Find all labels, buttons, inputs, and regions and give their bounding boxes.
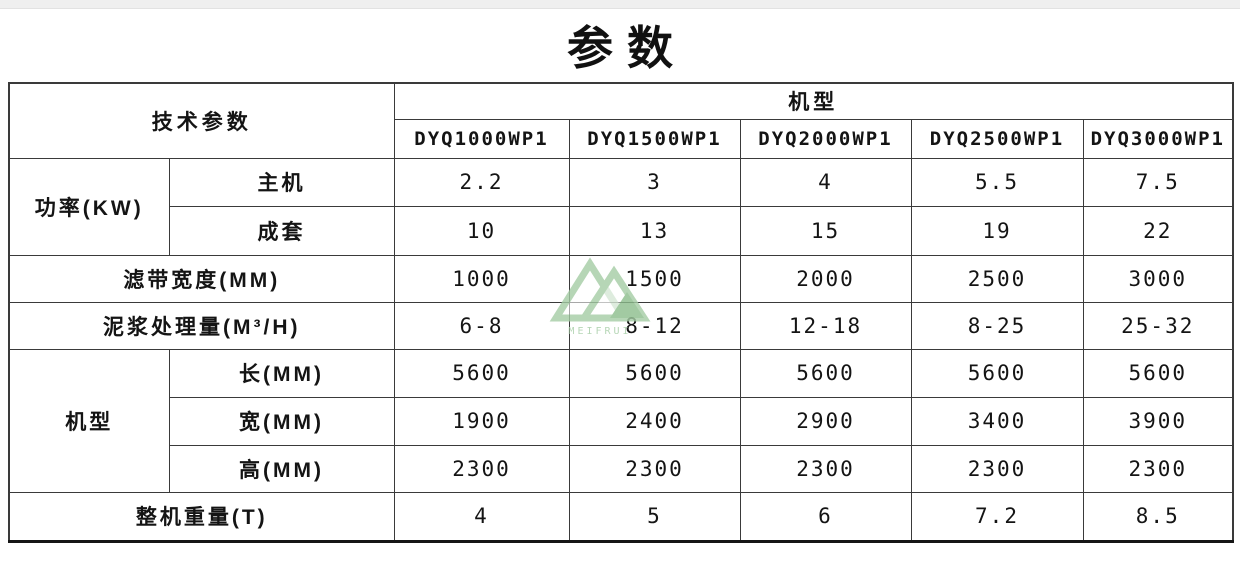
- value-cell: 3000: [1082, 254, 1234, 303]
- value-cell: 2500: [910, 254, 1084, 303]
- value-cell: 15: [739, 205, 912, 256]
- value-cell: 3400: [910, 396, 1084, 446]
- value-cell: 4: [739, 157, 912, 207]
- value-cell: 8.5: [1082, 491, 1234, 542]
- model-header-dyq2000: DYQ2000WP1: [739, 118, 912, 159]
- value-cell: 2000: [739, 254, 912, 303]
- value-cell: 1500: [568, 254, 741, 303]
- row-label-belt-width: 滤带宽度(MM): [8, 254, 395, 303]
- top-gray-strip: [0, 0, 1240, 9]
- row-label-length: 长(MM): [168, 348, 395, 398]
- value-cell: 2.2: [393, 157, 570, 207]
- value-cell: 5600: [739, 348, 912, 398]
- value-cell: 2300: [739, 444, 912, 493]
- value-cell: 12-18: [739, 301, 912, 350]
- row-label-complete-set: 成套: [168, 205, 395, 256]
- value-cell: 8-12: [568, 301, 741, 350]
- dimensions-group-label: 机型: [8, 348, 170, 493]
- table-row: 成套 10 13 15 19 22: [9, 205, 1234, 256]
- value-cell: 5600: [568, 348, 741, 398]
- row-label-main-machine: 主机: [168, 157, 395, 207]
- table-row: 滤带宽度(MM) 1000 1500 2000 2500 3000: [8, 254, 1234, 303]
- model-header-dyq1500: DYQ1500WP1: [568, 118, 741, 159]
- row-label-height: 高(MM): [168, 444, 395, 493]
- model-header-dyq3000: DYQ3000WP1: [1082, 118, 1234, 159]
- value-cell: 5: [568, 491, 741, 542]
- parameters-table: 技术参数 机型 DYQ1000WP1 DYQ1500WP1 DYQ2000WP1…: [8, 82, 1235, 543]
- value-cell: 2900: [739, 396, 912, 446]
- value-cell: 2300: [910, 444, 1084, 493]
- value-cell: 2300: [393, 444, 570, 493]
- value-cell: 8-25: [910, 301, 1084, 350]
- table-row: 宽(MM) 1900 2400 2900 3400 3900: [9, 396, 1234, 446]
- value-cell: 1900: [393, 396, 570, 446]
- table-row: 泥浆处理量(M³/H) 6-8 8-12 12-18 8-25 25-32: [8, 301, 1234, 350]
- value-cell: 2300: [568, 444, 741, 493]
- power-group-label: 功率(KW): [8, 157, 170, 256]
- value-cell: 13: [568, 205, 741, 256]
- value-cell: 19: [910, 205, 1084, 256]
- value-cell: 7.2: [910, 491, 1084, 542]
- value-cell: 5.5: [910, 157, 1084, 207]
- table-row: 功率(KW) 主机 2.2 3 4 5.5 7.5: [8, 157, 1234, 256]
- model-group-header: 机型: [393, 82, 1234, 120]
- value-cell: 10: [393, 205, 570, 256]
- value-cell: 2300: [1082, 444, 1234, 493]
- row-label-total-weight: 整机重量(T): [8, 491, 395, 542]
- value-cell: 4: [393, 491, 570, 542]
- value-cell: 2400: [568, 396, 741, 446]
- value-cell: 22: [1082, 205, 1234, 256]
- table-row: 整机重量(T) 4 5 6 7.2 8.5: [8, 491, 1234, 542]
- tech-params-header: 技术参数: [8, 82, 395, 159]
- row-label-mud-capacity: 泥浆处理量(M³/H): [8, 301, 395, 350]
- value-cell: 5600: [1082, 348, 1234, 398]
- model-header-dyq2500: DYQ2500WP1: [910, 118, 1084, 159]
- table-row: 高(MM) 2300 2300 2300 2300 2300: [9, 444, 1234, 493]
- value-cell: 6: [739, 491, 912, 542]
- value-cell: 1000: [393, 254, 570, 303]
- row-label-width: 宽(MM): [168, 396, 395, 446]
- table-row: 机型 长(MM) 5600 5600 5600 5600 5600: [8, 348, 1234, 493]
- page-title: 参数: [567, 22, 687, 74]
- value-cell: 5600: [910, 348, 1084, 398]
- value-cell: 3: [568, 157, 741, 207]
- value-cell: 3900: [1082, 396, 1234, 446]
- model-header-dyq1000: DYQ1000WP1: [393, 118, 570, 159]
- value-cell: 5600: [393, 348, 570, 398]
- value-cell: 7.5: [1082, 157, 1234, 207]
- value-cell: 25-32: [1082, 301, 1234, 350]
- value-cell: 6-8: [393, 301, 570, 350]
